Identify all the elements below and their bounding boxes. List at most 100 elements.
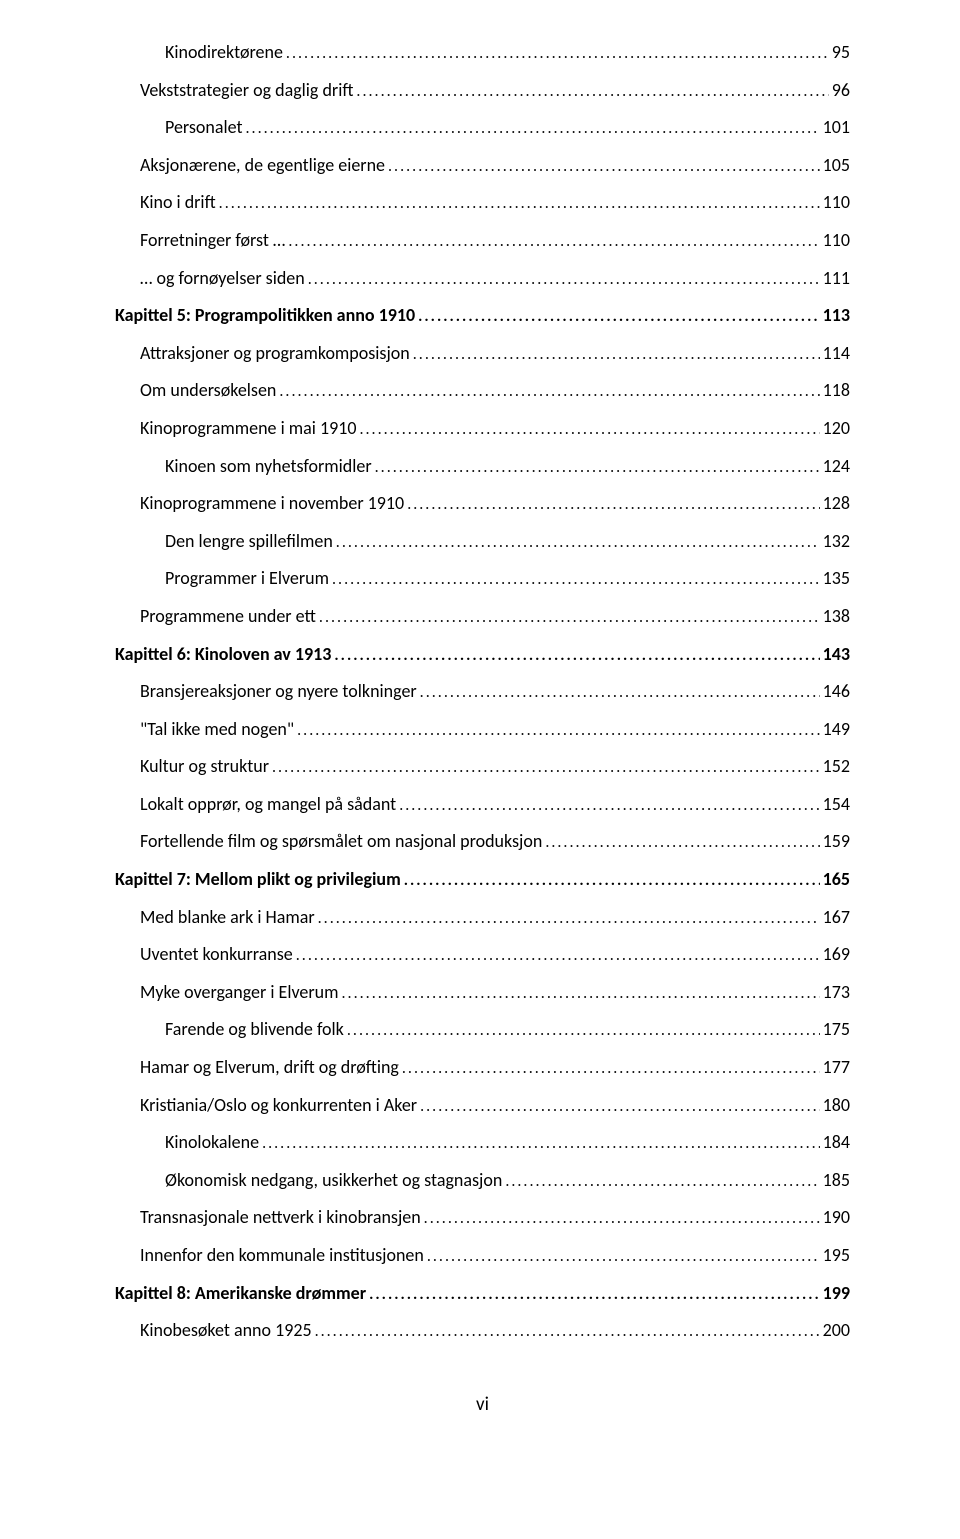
toc-entry: Bransjereaksjoner og nyere tolkninger 146 <box>115 679 850 704</box>
toc-entry-page: 165 <box>823 867 850 891</box>
toc-entry-title: Kapittel 5: Programpolitikken anno 1910 <box>115 303 415 327</box>
toc-entry: Kapittel 6: Kinoloven av 1913 143 <box>115 642 850 667</box>
toc-entry-page: 185 <box>823 1168 850 1192</box>
toc-leader-dots <box>545 832 819 854</box>
toc-entry-title: … og fornøyelser siden <box>140 266 305 290</box>
toc-entry: Hamar og Elverum, drift og drøfting177 <box>115 1055 850 1080</box>
toc-entry-title: Kinodirektørene <box>165 40 283 64</box>
toc-entry-page: 118 <box>823 378 850 402</box>
toc-entry: Kino i drift 110 <box>115 190 850 215</box>
toc-entry: Transnasjonale nettverk i kinobransjen19… <box>115 1205 850 1230</box>
toc-entry-title: Kinoen som nyhetsformidler <box>165 454 372 478</box>
toc-entry-page: 132 <box>823 529 850 553</box>
toc-leader-dots <box>420 682 820 704</box>
toc-entry-page: 175 <box>823 1017 850 1041</box>
toc-entry: Kapittel 7: Mellom plikt og privilegium1… <box>115 867 850 892</box>
toc-leader-dots <box>296 945 820 967</box>
toc-entry-page: 113 <box>823 303 850 327</box>
toc-entry-page: 149 <box>823 717 850 741</box>
toc-leader-dots <box>413 344 820 366</box>
toc-entry-page: 114 <box>823 341 850 365</box>
toc-entry: Myke overganger i Elverum 173 <box>115 980 850 1005</box>
toc-entry-title: Personalet <box>165 115 243 139</box>
toc-entry-page: 152 <box>823 754 850 778</box>
toc-entry-title: Kino i drift <box>140 190 216 214</box>
toc-entry-title: Fortellende film og spørsmålet om nasjon… <box>140 829 542 853</box>
toc-entry-title: Programmene under ett <box>140 604 316 628</box>
toc-leader-dots <box>286 43 829 65</box>
toc-entry-title: Attraksjoner og programkomposisjon <box>140 341 410 365</box>
toc-entry-page: 199 <box>823 1281 850 1305</box>
toc-entry-title: Bransjereaksjoner og nyere tolkninger <box>140 679 417 703</box>
toc-entry-page: 146 <box>823 679 850 703</box>
toc-entry: Fortellende film og spørsmålet om nasjon… <box>115 829 850 854</box>
toc-entry: Forretninger først … 110 <box>115 228 850 253</box>
toc-entry-title: Kapittel 6: Kinoloven av 1913 <box>115 642 331 666</box>
toc-entry-title: Aksjonærene, de egentlige eierne <box>140 153 385 177</box>
toc-entry: Vekststrategier og daglig drift96 <box>115 78 850 103</box>
toc-entry: Kapittel 8: Amerikanske drømmer 199 <box>115 1281 850 1306</box>
toc-entry-title: Hamar og Elverum, drift og drøfting <box>140 1055 399 1079</box>
toc-leader-dots <box>404 870 820 892</box>
toc-entry-title: Kristiania/Oslo og konkurrenten i Aker <box>140 1093 417 1117</box>
toc-entry-page: 154 <box>823 792 850 816</box>
toc-leader-dots <box>356 81 828 103</box>
toc-entry-page: 167 <box>823 905 850 929</box>
toc-leader-dots <box>375 457 820 479</box>
toc-entry-title: Kinolokalene <box>165 1130 259 1154</box>
toc-entry-title: Økonomisk nedgang, usikkerhet og stagnas… <box>165 1168 502 1192</box>
toc-entry: Med blanke ark i Hamar 167 <box>115 905 850 930</box>
toc-list: Kinodirektørene95 Vekststrategier og dagl… <box>115 40 850 1343</box>
toc-entry-title: Kapittel 8: Amerikanske drømmer <box>115 1281 366 1305</box>
toc-entry-title: Den lengre spillefilmen <box>165 529 333 553</box>
toc-entry-page: 128 <box>823 491 850 515</box>
toc-leader-dots <box>332 569 820 591</box>
toc-leader-dots <box>318 908 820 930</box>
toc-leader-dots <box>336 532 820 554</box>
toc-leader-dots <box>424 1208 820 1230</box>
toc-entry: Aksjonærene, de egentlige eierne105 <box>115 153 850 178</box>
toc-entry: Programmer i Elverum135 <box>115 566 850 591</box>
toc-entry-title: Lokalt opprør, og mangel på sådant <box>140 792 396 816</box>
toc-entry-title: Med blanke ark i Hamar <box>140 905 315 929</box>
toc-entry: Kinodirektørene95 <box>115 40 850 65</box>
toc-leader-dots <box>315 1321 820 1343</box>
toc-entry: Kinolokalene184 <box>115 1130 850 1155</box>
toc-entry: Kinoprogrammene i november 1910128 <box>115 491 850 516</box>
toc-leader-dots <box>297 720 820 742</box>
toc-entry: Kinobesøket anno 1925 200 <box>115 1318 850 1343</box>
toc-entry: Kristiania/Oslo og konkurrenten i Aker 18… <box>115 1093 850 1118</box>
toc-leader-dots <box>279 381 819 403</box>
toc-entry-page: 124 <box>823 454 850 478</box>
toc-entry-page: 138 <box>823 604 850 628</box>
toc-entry: Økonomisk nedgang, usikkerhet og stagnas… <box>115 1168 850 1193</box>
toc-leader-dots <box>399 795 819 817</box>
toc-entry-page: 173 <box>823 980 850 1004</box>
toc-entry-page: 200 <box>823 1318 850 1342</box>
toc-leader-dots <box>246 118 820 140</box>
toc-entry-page: 195 <box>823 1243 850 1267</box>
toc-page: Kinodirektørene95 Vekststrategier og dagl… <box>0 0 960 1476</box>
toc-leader-dots <box>427 1246 820 1268</box>
toc-entry-page: 111 <box>823 266 850 290</box>
toc-entry: Lokalt opprør, og mangel på sådant 154 <box>115 792 850 817</box>
toc-entry-page: 110 <box>823 228 850 252</box>
toc-leader-dots <box>407 494 819 516</box>
toc-entry-page: 110 <box>823 190 850 214</box>
toc-entry-title: Myke overganger i Elverum <box>140 980 339 1004</box>
toc-entry-title: Uventet konkurranse <box>140 942 293 966</box>
toc-leader-dots <box>505 1171 819 1193</box>
toc-entry-title: Om undersøkelsen <box>140 378 276 402</box>
toc-entry-page: 143 <box>823 642 850 666</box>
toc-entry: Farende og blivende folk175 <box>115 1017 850 1042</box>
toc-entry: Programmene under ett 138 <box>115 604 850 629</box>
toc-entry-page: 159 <box>823 829 850 853</box>
toc-entry-page: 169 <box>823 942 850 966</box>
toc-entry-page: 135 <box>823 566 850 590</box>
toc-entry-page: 190 <box>823 1205 850 1229</box>
toc-entry: Attraksjoner og programkomposisjon 114 <box>115 341 850 366</box>
toc-entry-page: 180 <box>823 1093 850 1117</box>
toc-leader-dots <box>359 419 819 441</box>
toc-entry-title: Kinobesøket anno 1925 <box>140 1318 312 1342</box>
toc-entry-title: Forretninger først … <box>140 228 285 252</box>
